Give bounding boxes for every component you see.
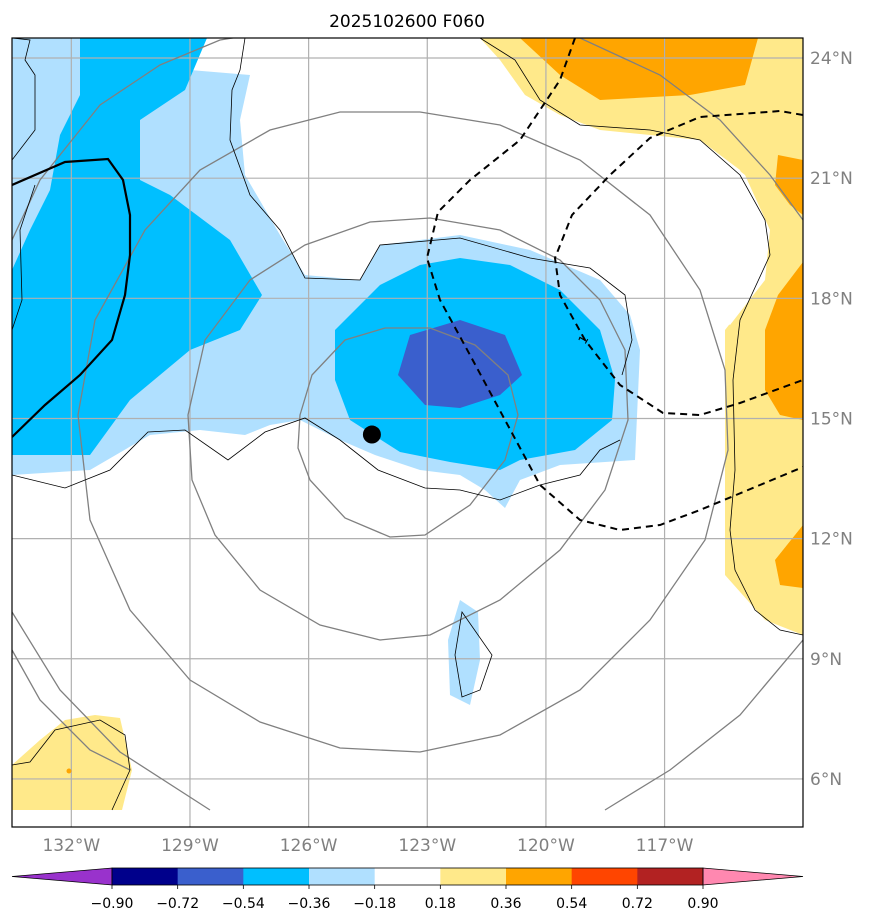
colorbar-tick-label: −0.18: [353, 896, 396, 912]
x-tick-label: 132°W: [42, 836, 100, 856]
colorbar-outline: [111, 867, 704, 886]
colorbar-tick-label: −0.90: [91, 896, 134, 912]
grid-lines: [12, 38, 803, 827]
y-tick-label: 9°N: [810, 650, 842, 670]
dashed-contours: [425, 38, 803, 532]
colorbar: [11, 867, 804, 886]
dashed-contour-1: [425, 38, 803, 532]
dark-blue-region: [398, 320, 522, 408]
y-tick-label: 24°N: [810, 49, 853, 69]
coastline-west: [12, 184, 36, 331]
yellow-region-southwest: [12, 715, 132, 810]
colorbar-tick-label: −0.54: [222, 896, 265, 912]
colorbar-segment: [309, 868, 376, 885]
range-rings: [12, 38, 803, 811]
storm-center-marker: [362, 425, 381, 444]
colorbar-tick-label: −0.72: [156, 896, 199, 912]
colorbar-labels: −0.90 −0.72 −0.54 −0.36 −0.18 0.18 0.36 0.54 0.7…: [91, 885, 719, 912]
colorbar-tick-label: 0.90: [687, 896, 718, 912]
colorbar-segment: [177, 868, 244, 885]
range-ring-4: [12, 38, 237, 241]
colorbar-segment: [440, 868, 507, 885]
y-tick-label: 6°N: [810, 770, 842, 790]
colorbar-segment: [112, 868, 179, 885]
colorbar-tick-label: 0.72: [622, 896, 653, 912]
orange-region-northeast: [775, 155, 803, 215]
colorbar-extend-low: [11, 867, 113, 886]
small-blue-blob: [448, 600, 480, 705]
coastline-north: [12, 38, 36, 161]
range-ring-2: [187, 217, 629, 641]
y-tick-labels: 6°N 9°N 12°N 15°N 18°N 21°N 24°N: [810, 49, 853, 790]
chart-title: 2025102600 F060: [329, 12, 485, 32]
coastline-thin-3: [479, 38, 803, 636]
range-ring-1: [297, 327, 519, 538]
filled-contours: [12, 38, 803, 810]
colorbar-segment: [506, 868, 573, 885]
range-ring-4c: [12, 611, 211, 811]
small-marker-southwest: [66, 768, 72, 774]
orange-region-north: [520, 38, 758, 100]
colorbar-segment: [571, 868, 638, 885]
coastline-southwest: [12, 719, 131, 811]
orange-region-southeast: [775, 525, 803, 588]
dashed-contour-2: [553, 109, 803, 417]
colorbar-tick-label: 0.36: [490, 896, 521, 912]
x-tick-label: 117°W: [636, 836, 694, 856]
x-tick-label: 126°W: [280, 836, 338, 856]
x-tick-label: 129°W: [161, 836, 219, 856]
range-ring-4b: [579, 38, 803, 221]
plot-area: 1: [12, 38, 803, 827]
colorbar-segment: [637, 868, 704, 885]
colorbar-segment: [243, 868, 310, 885]
y-tick-label: 12°N: [810, 530, 853, 550]
colorbar-tick-label: 0.18: [425, 896, 456, 912]
range-ring-3: [77, 111, 729, 753]
blue-region: [12, 38, 262, 455]
coastline-thin-2: [12, 417, 621, 501]
y-tick-label: 15°N: [810, 409, 853, 429]
x-tick-label: 120°W: [517, 836, 575, 856]
island-south: [454, 610, 493, 698]
colorbar-extend-high: [702, 867, 804, 886]
y-tick-label: 21°N: [810, 169, 853, 189]
neutral-gap: [600, 135, 770, 325]
colorbar-tick-label: 0.54: [556, 896, 587, 912]
x-tick-label: 123°W: [398, 836, 456, 856]
colorbar-segment: [374, 868, 441, 885]
range-ring-5: [12, 649, 131, 771]
solid-contour: [12, 157, 132, 438]
y-tick-label: 18°N: [810, 289, 853, 309]
orange-region-east: [765, 262, 803, 420]
range-ring-4d: [604, 639, 803, 811]
x-tick-labels: 132°W 129°W 126°W 123°W 120°W 117°W: [42, 836, 693, 856]
coastline-thin-1: [229, 38, 633, 376]
colorbar-tick-label: −0.36: [288, 896, 331, 912]
plot-frame: [11, 37, 804, 828]
coastlines: [12, 38, 803, 811]
